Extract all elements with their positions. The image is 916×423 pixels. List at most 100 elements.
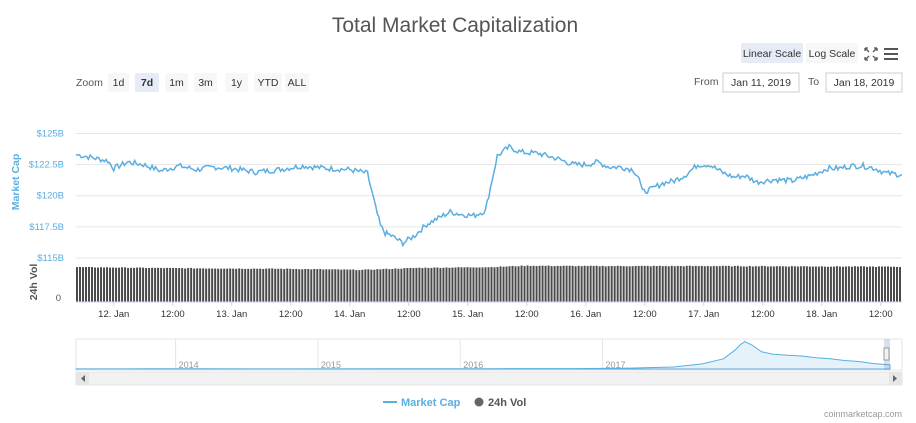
- volume-bar: [415, 267, 418, 302]
- zoom-button-ytd[interactable]: YTD: [254, 73, 282, 92]
- volume-bar: [307, 269, 310, 302]
- fullscreen-icon[interactable]: [864, 47, 878, 61]
- log-scale-button[interactable]: Log Scale: [806, 43, 858, 63]
- linear-scale-label: Linear Scale: [743, 48, 802, 60]
- volume-bar: [280, 268, 283, 302]
- volume-bar: [538, 265, 541, 302]
- volume-bar: [730, 266, 733, 302]
- volume-bar: [787, 266, 790, 302]
- menu-icon[interactable]: [884, 48, 898, 60]
- to-date-input[interactable]: Jan 18, 2019: [825, 72, 903, 93]
- volume-bar: [514, 266, 517, 302]
- volume-bar: [196, 268, 199, 302]
- x-tick-label: 12:00: [397, 309, 421, 320]
- volume-bar: [742, 266, 745, 302]
- volume-bar: [583, 265, 586, 302]
- volume-bar: [769, 266, 772, 302]
- volume-axis-title: 24h Vol: [28, 264, 40, 301]
- volume-bar: [85, 267, 88, 302]
- volume-bar: [340, 269, 343, 302]
- volume-bar: [259, 268, 262, 302]
- legend-item-market-cap[interactable]: Market Cap: [383, 397, 461, 409]
- volume-bar: [229, 268, 232, 302]
- volume-bar: [580, 266, 583, 302]
- volume-bar: [844, 266, 847, 302]
- volume-bar: [421, 268, 424, 302]
- linear-scale-button[interactable]: Linear Scale: [741, 43, 803, 63]
- scrollbar[interactable]: [75, 371, 903, 386]
- volume-bar: [157, 267, 160, 302]
- volume-bar: [496, 267, 499, 302]
- volume-bar: [286, 268, 289, 302]
- volume-bar: [136, 267, 139, 302]
- volume-bar: [835, 266, 838, 302]
- volume-bar: [172, 267, 175, 302]
- volume-bar: [262, 268, 265, 302]
- volume-bar: [865, 266, 868, 302]
- volume-bar: [460, 267, 463, 302]
- navigator[interactable]: 20142015201620172018: [75, 338, 903, 371]
- x-tick-label: 12:00: [279, 309, 303, 320]
- volume-bar: [418, 267, 421, 302]
- volume-bar: [109, 267, 112, 302]
- volume-bar: [604, 266, 607, 302]
- scroll-left-icon[interactable]: [76, 372, 89, 385]
- volume-bar: [163, 268, 166, 302]
- volume-bar: [289, 268, 292, 302]
- navigator-handle[interactable]: [883, 347, 890, 361]
- zoom-button-all[interactable]: ALL: [285, 73, 309, 92]
- volume-bar: [304, 268, 307, 302]
- x-tick-label: 18. Jan: [806, 309, 837, 320]
- credit[interactable]: coinmarketcap.com: [824, 409, 902, 419]
- zoom-button-label: 1y: [231, 77, 243, 89]
- volume-bar: [169, 267, 172, 302]
- volume-bar: [310, 269, 313, 302]
- zoom-button-3m[interactable]: 3m: [194, 73, 217, 92]
- volume-bar: [571, 265, 574, 302]
- volume-bar: [775, 266, 778, 302]
- from-label: From: [694, 76, 719, 88]
- volume-bar: [424, 267, 427, 302]
- zoom-button-1d[interactable]: 1d: [108, 73, 129, 92]
- volume-bar: [430, 267, 433, 302]
- volume-bar: [568, 265, 571, 302]
- volume-bar: [871, 266, 874, 302]
- volume-bar: [880, 266, 883, 302]
- volume-bar: [838, 266, 841, 302]
- legend-item-24h-vol[interactable]: 24h Vol: [474, 397, 527, 409]
- zoom-button-7d[interactable]: 7d: [135, 73, 159, 92]
- volume-bar: [160, 267, 163, 302]
- volume-bar: [793, 266, 796, 302]
- volume-bar: [478, 267, 481, 302]
- volume-bar: [121, 267, 124, 302]
- from-date-input[interactable]: Jan 11, 2019: [722, 72, 800, 93]
- scroll-right-icon[interactable]: [889, 372, 902, 385]
- volume-bar: [622, 266, 625, 302]
- volume-bar: [106, 267, 109, 302]
- volume-bar: [358, 270, 361, 302]
- volume-bar: [703, 266, 706, 302]
- volume-bar: [547, 265, 550, 302]
- volume-bar: [712, 266, 715, 302]
- log-scale-label: Log Scale: [809, 48, 856, 60]
- zoom-button-1m[interactable]: 1m: [165, 73, 188, 92]
- volume-bar: [832, 266, 835, 302]
- volume-bar: [829, 266, 832, 302]
- volume-bar: [436, 267, 439, 302]
- zoom-button-1y[interactable]: 1y: [225, 73, 248, 92]
- volume-bar: [400, 268, 403, 302]
- volume-bar: [511, 265, 514, 302]
- volume-bar: [283, 269, 286, 302]
- volume-bar: [82, 267, 85, 302]
- volume-bar: [874, 266, 877, 302]
- volume-bar: [643, 265, 646, 302]
- volume-bar: [331, 269, 334, 302]
- x-tick-label: 12:00: [869, 309, 893, 320]
- volume-bar: [658, 265, 661, 302]
- volume-bar: [529, 266, 532, 302]
- volume-bar: [382, 268, 385, 302]
- volume-bar: [574, 266, 577, 302]
- volume-bar: [655, 266, 658, 302]
- volume-bar: [403, 268, 406, 302]
- volume-bar: [379, 269, 382, 302]
